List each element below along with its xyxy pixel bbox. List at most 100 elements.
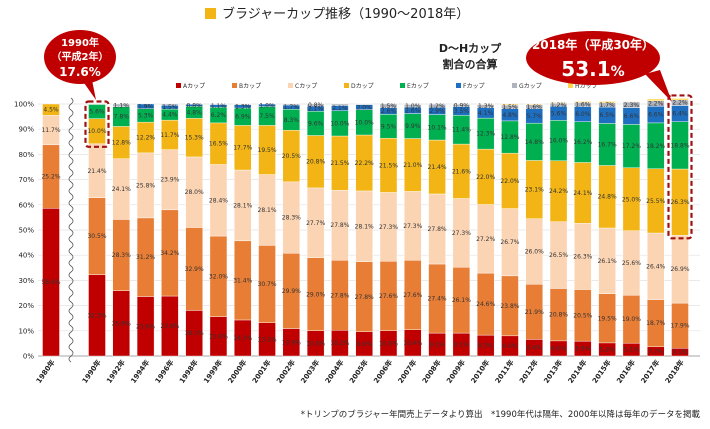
x-tick-label: 1994年 bbox=[129, 358, 152, 385]
segment-label: 5.6% bbox=[551, 110, 567, 117]
y-tick-label: 100% bbox=[14, 101, 34, 109]
segment-label: 31.2% bbox=[136, 254, 155, 261]
segment-label: 12.2% bbox=[136, 135, 155, 142]
bar-segment bbox=[112, 103, 130, 107]
right-bubble-value-text: 53.1% bbox=[561, 57, 624, 81]
segment-label: 21.4% bbox=[428, 164, 447, 171]
segment-label: 5.1% bbox=[624, 347, 640, 354]
segment-label: 6.6% bbox=[527, 345, 543, 352]
segment-label: 28.1% bbox=[355, 223, 374, 230]
segment-label: 28.3% bbox=[112, 252, 131, 259]
segment-label: 2.3% bbox=[624, 102, 640, 109]
segment-label: 21.0% bbox=[403, 162, 422, 169]
axis-break-mark bbox=[68, 97, 74, 111]
left-bubble-line2: （平成2年） bbox=[52, 50, 109, 63]
segment-label: 16.2% bbox=[573, 139, 592, 146]
segment-label: 1.0% bbox=[259, 102, 275, 109]
segment-label: 2.6% bbox=[381, 108, 397, 115]
axis-break-mark bbox=[68, 241, 74, 255]
bar-segment bbox=[428, 104, 446, 108]
right-bubble-line1: 2018年（平成30年） bbox=[532, 37, 654, 52]
axis-break-mark bbox=[68, 349, 74, 363]
segment-label: 4.4% bbox=[162, 112, 178, 119]
segment-label: 26.1% bbox=[452, 297, 471, 304]
axis-break-mark bbox=[68, 181, 74, 195]
axis-break-mark bbox=[68, 289, 74, 303]
bar-segment bbox=[404, 104, 422, 108]
segment-label: 0.8% bbox=[187, 102, 203, 109]
segment-label: 20.5% bbox=[573, 312, 592, 319]
segment-label: 2.2% bbox=[672, 100, 688, 107]
segment-label: 17.9% bbox=[670, 323, 689, 330]
segment-labels: 58.6% 25.2% 11.7% 4.5% 32.3% 30.5% 21.4% 10.0% 5… bbox=[41, 100, 689, 356]
segment-label: 27.8% bbox=[330, 292, 349, 299]
left-bubble-line1: 1990年 bbox=[61, 36, 99, 49]
segment-label: 21.9% bbox=[525, 309, 544, 316]
chart-title-text: ブラジャーカップ推移（1990〜2018年） bbox=[222, 6, 469, 22]
segment-label: 10.1% bbox=[428, 124, 447, 131]
segment-label: 1.9% bbox=[138, 103, 154, 110]
x-tick-label: 2009年 bbox=[444, 358, 467, 385]
segment-label: 5.7% bbox=[527, 113, 543, 120]
segment-label: 14.3% bbox=[233, 335, 252, 342]
legend-label: Cカップ bbox=[295, 83, 317, 90]
legend-label: Fカップ bbox=[463, 83, 484, 90]
segment-label: 27.4% bbox=[428, 296, 447, 303]
legend-swatch bbox=[512, 83, 517, 88]
segment-label: 26.0% bbox=[525, 248, 544, 255]
segment-label: 58.6% bbox=[41, 279, 60, 286]
segment-label: 6.6% bbox=[648, 112, 664, 119]
legend-swatch bbox=[456, 83, 461, 88]
x-tick-label: 2007年 bbox=[396, 358, 419, 385]
segment-label: 16.0% bbox=[549, 138, 568, 145]
segment-label: 0.8% bbox=[308, 102, 324, 109]
segment-label: 23.6% bbox=[136, 323, 155, 330]
segment-label: 27.2% bbox=[476, 236, 495, 243]
segment-label: 10.0% bbox=[306, 340, 325, 347]
axis-break-mark bbox=[68, 193, 74, 207]
y-tick-label: 30% bbox=[18, 277, 34, 285]
segment-label: 28.1% bbox=[258, 207, 277, 214]
segment-label: 32.9% bbox=[185, 266, 204, 273]
segment-label: 27.3% bbox=[379, 224, 398, 231]
segment-label: 21.5% bbox=[330, 160, 349, 167]
dh-label-line2: 割合の合算 bbox=[443, 57, 498, 71]
x-axis-ticks: 1980年 1990年 1992年 1994年 1996年 1998年 1999年 2000年… bbox=[34, 358, 686, 385]
x-tick-label: 1990年 bbox=[80, 358, 103, 385]
segment-label: 22.0% bbox=[500, 178, 519, 185]
y-axis-ticks: 0% 10% 20% 30% 40% 50% 60% 70% 80% 90% 100% bbox=[14, 101, 34, 361]
segment-label: 25.0% bbox=[622, 196, 641, 203]
highlight-2018 bbox=[667, 94, 693, 240]
bar-segment bbox=[136, 103, 155, 109]
segment-label: 12.8% bbox=[112, 140, 131, 147]
segment-label: 1.2% bbox=[551, 102, 567, 109]
segment-label: 26.1% bbox=[598, 258, 617, 265]
segment-label: 25.8% bbox=[136, 182, 155, 189]
segment-label: 1.6% bbox=[575, 102, 591, 109]
segment-label: 27.3% bbox=[403, 223, 422, 230]
annotations: 1990年 （平成2年） 17.6% 2018年（平成30年） 53.1% D〜… bbox=[44, 30, 672, 102]
segment-label: 4.8% bbox=[187, 109, 203, 116]
segment-label: 6.6% bbox=[624, 113, 640, 120]
segment-label: 1.2% bbox=[429, 103, 445, 110]
segment-label: 20.8% bbox=[306, 159, 325, 166]
x-tick-label: 2008年 bbox=[420, 358, 443, 385]
y-tick-label: 80% bbox=[18, 151, 34, 159]
segment-label: 3.1% bbox=[672, 349, 688, 356]
segment-label: 27.3% bbox=[452, 230, 471, 237]
left-bubble-value: 17.6% bbox=[59, 65, 101, 79]
segment-label: 2.1% bbox=[332, 105, 348, 112]
segment-label: 11.7% bbox=[160, 132, 179, 139]
segment-label: 1.1% bbox=[114, 102, 130, 109]
segment-label: 1.6% bbox=[527, 104, 543, 111]
y-tick-label: 0% bbox=[23, 353, 34, 361]
right-bubble-unit: % bbox=[611, 64, 625, 80]
axis-break-mark bbox=[68, 325, 74, 339]
segment-label: 4.1% bbox=[478, 110, 494, 117]
y-tick-label: 70% bbox=[18, 176, 34, 184]
segment-label: 15.6% bbox=[209, 333, 228, 340]
segment-label: 6.0% bbox=[551, 345, 567, 352]
segment-label: 34.2% bbox=[160, 250, 179, 257]
segment-label: 1.3% bbox=[235, 103, 251, 110]
legend-label: Gカップ bbox=[519, 83, 542, 90]
